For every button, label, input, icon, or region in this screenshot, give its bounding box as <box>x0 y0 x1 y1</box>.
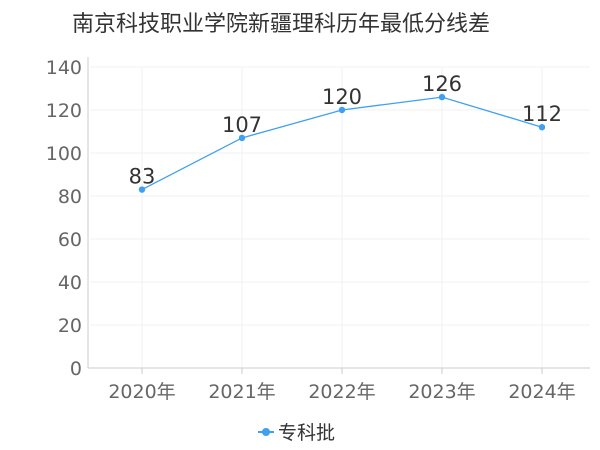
data-point <box>238 134 246 142</box>
legend[interactable]: 专科批 <box>258 418 335 445</box>
series-layer <box>138 93 546 193</box>
chart-title: 南京科技职业学院新疆理科历年最低分线差 <box>72 12 491 37</box>
legend-label: 专科批 <box>278 422 336 444</box>
y-tick-label: 140 <box>46 57 82 79</box>
data-label: 120 <box>322 85 362 109</box>
y-tick-label: 100 <box>46 143 82 165</box>
data-label: 126 <box>422 72 462 96</box>
legend-marker-icon <box>258 425 274 439</box>
y-tick-label: 0 <box>70 358 82 380</box>
data-label: 83 <box>129 165 156 189</box>
y-tick-label: 60 <box>58 229 82 251</box>
data-labels: 83 107 120 126 112 <box>129 72 562 188</box>
x-tick-label: 2021年 <box>208 381 275 403</box>
y-tick-label: 20 <box>58 315 82 337</box>
data-point <box>338 106 346 114</box>
grid-lines <box>90 66 590 368</box>
x-tick-label: 2023年 <box>408 381 475 403</box>
x-tick-label: 2024年 <box>508 381 575 403</box>
x-tick-label: 2020年 <box>108 381 175 403</box>
data-label: 107 <box>222 113 262 137</box>
y-tick-label: 80 <box>58 186 82 208</box>
data-label: 112 <box>522 102 562 126</box>
data-point <box>538 124 546 131</box>
y-tick-label: 40 <box>58 272 82 294</box>
data-point <box>438 93 446 101</box>
axes: 0 20 40 60 80 100 120 140 2020年 2021年 2022年 2023年 20… <box>46 57 590 403</box>
y-tick-label: 120 <box>46 100 82 122</box>
x-tick-label: 2022年 <box>308 381 375 403</box>
data-point <box>138 186 146 193</box>
